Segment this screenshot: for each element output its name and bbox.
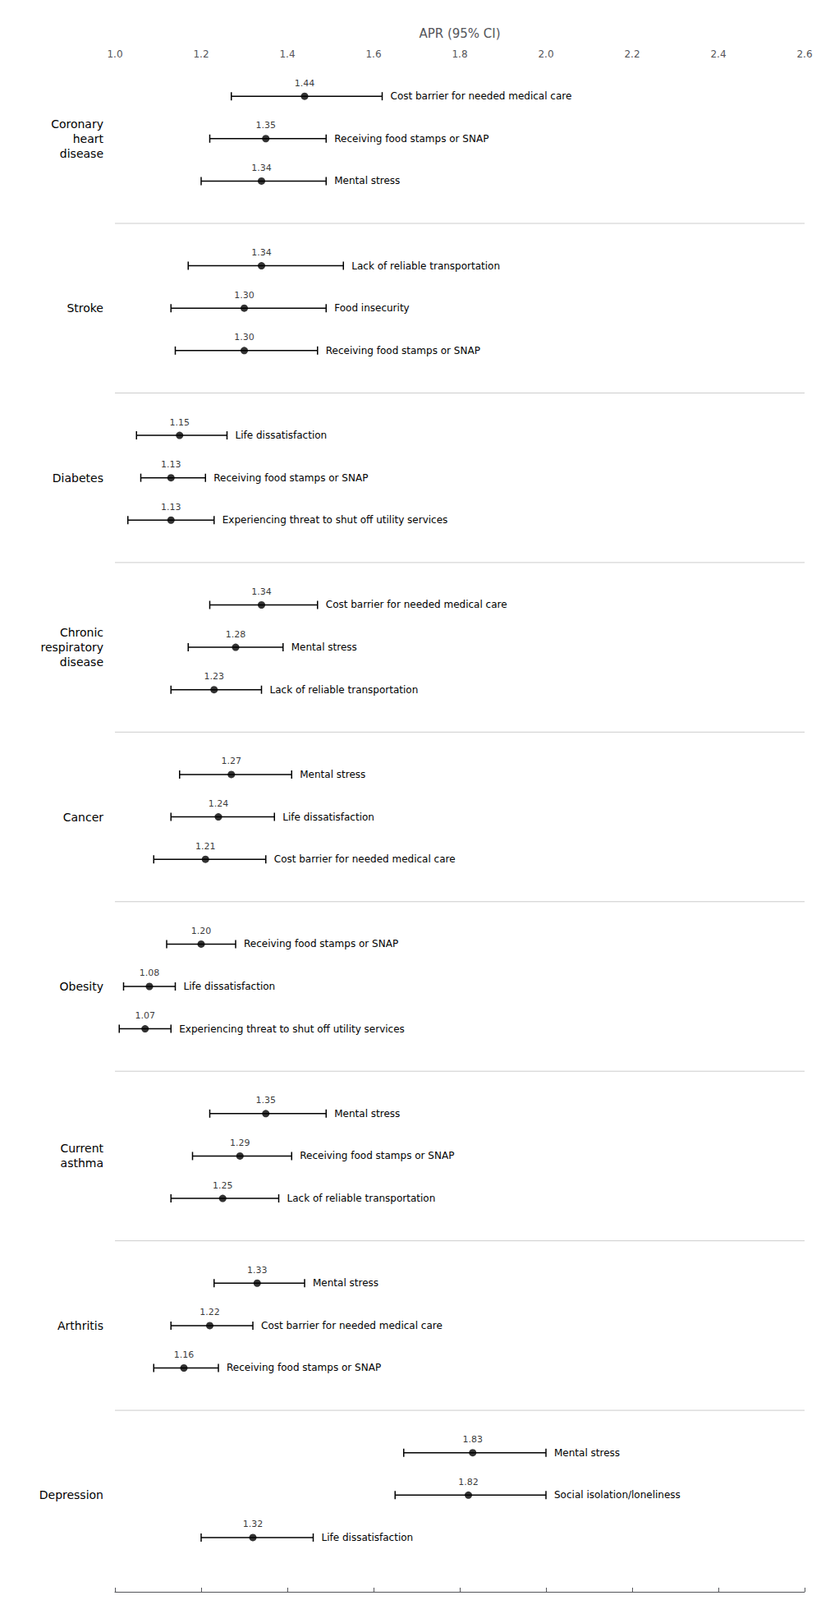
svg-text:Life dissatisfaction: Life dissatisfaction — [321, 1531, 414, 1543]
svg-text:Cost barrier for needed medica: Cost barrier for needed medical care — [325, 598, 508, 611]
svg-text:Experiencing threat to shut of: Experiencing threat to shut off utility … — [222, 513, 449, 526]
svg-text:1.15: 1.15 — [169, 417, 191, 428]
svg-text:1.82: 1.82 — [458, 1476, 479, 1487]
svg-text:1.20: 1.20 — [191, 925, 212, 936]
svg-text:Receiving food stamps or SNAP: Receiving food stamps or SNAP — [213, 472, 368, 484]
svg-text:Receiving food stamps or SNAP: Receiving food stamps or SNAP — [243, 937, 399, 950]
svg-text:Arthritis: Arthritis — [57, 1318, 104, 1332]
svg-text:1.25: 1.25 — [212, 1179, 234, 1191]
svg-text:1.33: 1.33 — [247, 1264, 268, 1276]
svg-text:Current: Current — [59, 1141, 104, 1155]
svg-text:1.30: 1.30 — [233, 331, 255, 343]
svg-text:1.21: 1.21 — [195, 840, 216, 852]
svg-text:Lack of reliable transportatio: Lack of reliable transportation — [270, 683, 419, 696]
svg-text:Mental stress: Mental stress — [312, 1276, 379, 1289]
svg-text:Receiving food stamps or SNAP: Receiving food stamps or SNAP — [325, 344, 481, 357]
svg-text:1.2: 1.2 — [192, 48, 209, 60]
svg-text:1.34: 1.34 — [251, 247, 272, 258]
svg-text:1.34: 1.34 — [251, 162, 272, 174]
svg-text:Cancer: Cancer — [63, 810, 105, 824]
svg-text:Experiencing threat to shut of: Experiencing threat to shut off utility … — [178, 1022, 405, 1035]
svg-text:heart: heart — [73, 132, 105, 146]
svg-text:Mental stress: Mental stress — [334, 174, 400, 187]
svg-text:2.2: 2.2 — [623, 48, 640, 60]
svg-text:Coronary: Coronary — [50, 117, 104, 131]
svg-text:1.16: 1.16 — [174, 1348, 195, 1360]
svg-text:Life dissatisfaction: Life dissatisfaction — [282, 811, 375, 823]
svg-text:1.28: 1.28 — [225, 628, 247, 640]
svg-text:1.34: 1.34 — [251, 586, 272, 597]
svg-text:Social isolation/loneliness: Social isolation/loneliness — [554, 1488, 681, 1500]
svg-text:Life dissatisfaction: Life dissatisfaction — [183, 980, 276, 992]
svg-text:1.8: 1.8 — [451, 48, 468, 60]
svg-text:1.6: 1.6 — [365, 48, 381, 60]
svg-text:respiratory: respiratory — [40, 640, 104, 654]
svg-text:Receiving food stamps or SNAP: Receiving food stamps or SNAP — [334, 133, 489, 145]
svg-text:1.13: 1.13 — [160, 501, 182, 513]
svg-text:Mental stress: Mental stress — [299, 768, 366, 780]
svg-text:1.22: 1.22 — [199, 1306, 221, 1317]
svg-text:Receiving food stamps or SNAP: Receiving food stamps or SNAP — [299, 1149, 455, 1161]
svg-text:1.44: 1.44 — [294, 77, 316, 89]
svg-text:1.4: 1.4 — [279, 48, 295, 60]
svg-text:Depression: Depression — [39, 1487, 104, 1501]
svg-text:1.83: 1.83 — [463, 1433, 484, 1445]
svg-text:2.4: 2.4 — [710, 48, 726, 60]
svg-text:Cost barrier for needed medica: Cost barrier for needed medical care — [390, 90, 573, 102]
svg-text:Diabetes: Diabetes — [52, 471, 104, 485]
svg-text:Mental stress: Mental stress — [334, 1107, 400, 1120]
svg-text:1.13: 1.13 — [160, 458, 182, 470]
svg-text:Cost barrier for needed medica: Cost barrier for needed medical care — [261, 1319, 443, 1331]
svg-text:1.07: 1.07 — [135, 1009, 156, 1021]
svg-text:Food insecurity: Food insecurity — [334, 302, 409, 314]
svg-text:2.6: 2.6 — [796, 48, 812, 60]
svg-text:Mental stress: Mental stress — [291, 641, 358, 653]
svg-text:Cost barrier for needed medica: Cost barrier for needed medical care — [274, 853, 456, 865]
svg-text:1.27: 1.27 — [221, 755, 243, 766]
svg-text:1.35: 1.35 — [256, 119, 277, 131]
svg-text:APR (95% CI): APR (95% CI) — [418, 26, 500, 42]
svg-text:1.23: 1.23 — [204, 670, 225, 682]
svg-text:2.0: 2.0 — [537, 48, 554, 60]
svg-text:1.29: 1.29 — [229, 1137, 251, 1148]
svg-text:Lack of reliable transportatio: Lack of reliable transportation — [287, 1192, 436, 1204]
svg-text:disease: disease — [59, 655, 104, 669]
svg-text:Stroke: Stroke — [66, 301, 104, 315]
svg-text:1.30: 1.30 — [233, 289, 255, 301]
svg-text:Obesity: Obesity — [59, 979, 104, 993]
svg-text:Receiving food stamps or SNAP: Receiving food stamps or SNAP — [226, 1361, 381, 1373]
svg-text:Lack of reliable transportatio: Lack of reliable transportation — [351, 260, 500, 272]
svg-text:1.08: 1.08 — [139, 967, 161, 978]
svg-text:Life dissatisfaction: Life dissatisfaction — [235, 429, 328, 441]
svg-text:1.24: 1.24 — [208, 798, 230, 809]
svg-text:1.35: 1.35 — [256, 1094, 277, 1106]
svg-text:asthma: asthma — [60, 1155, 104, 1170]
svg-text:Chronic: Chronic — [59, 625, 104, 639]
svg-text:disease: disease — [59, 146, 104, 161]
svg-text:Mental stress: Mental stress — [554, 1446, 620, 1459]
svg-text:1.32: 1.32 — [243, 1518, 264, 1529]
svg-text:1.0: 1.0 — [106, 48, 123, 60]
